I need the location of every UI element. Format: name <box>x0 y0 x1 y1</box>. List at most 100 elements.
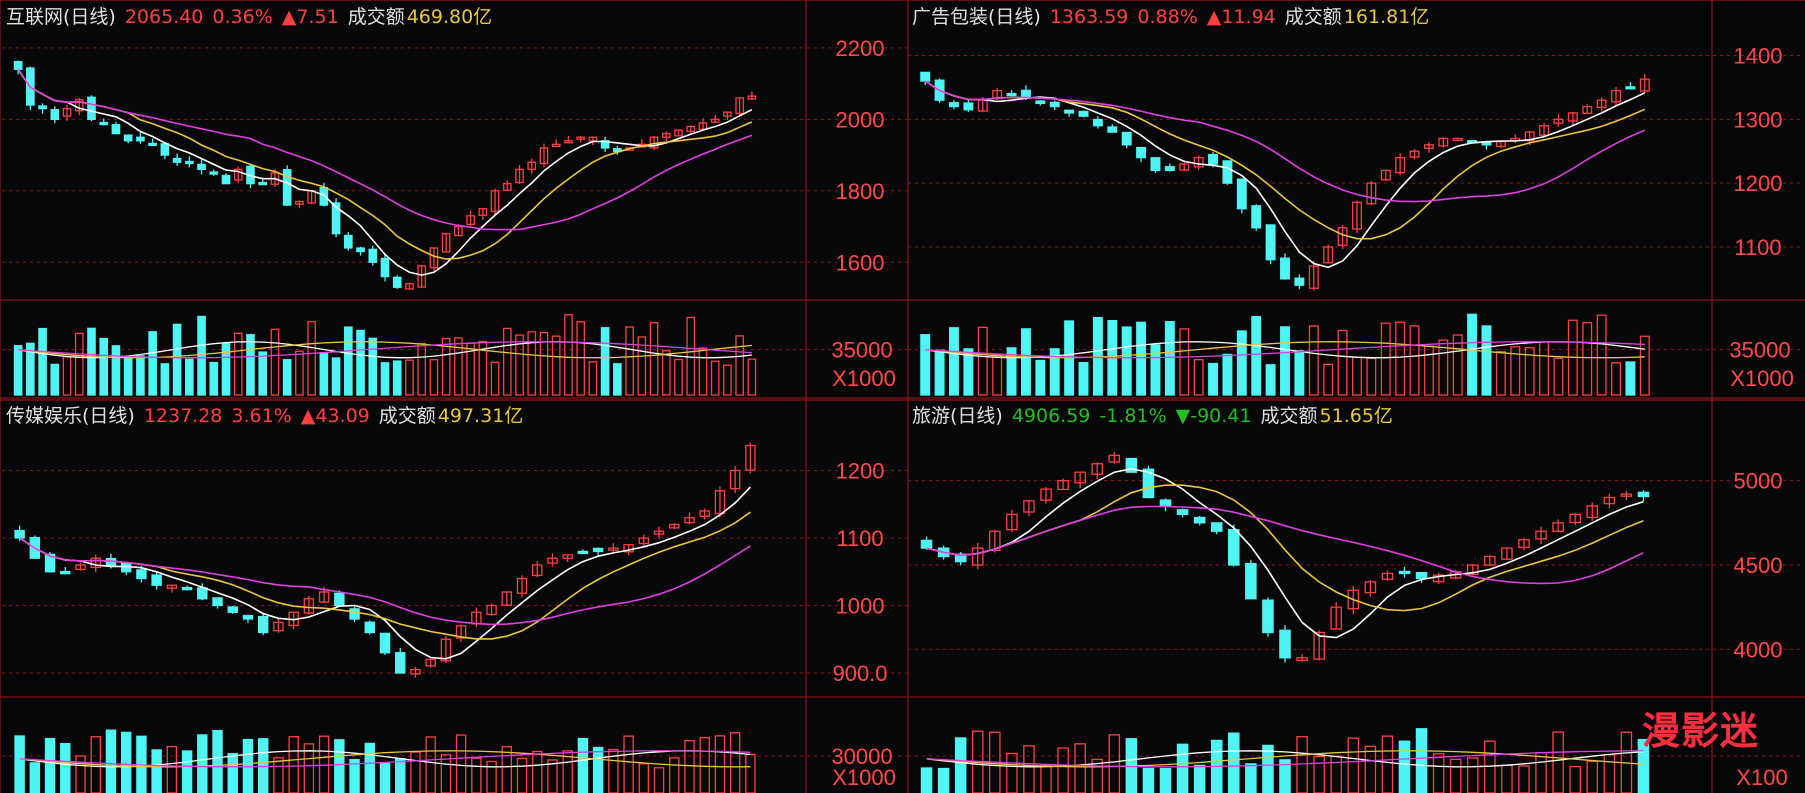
candle <box>1484 555 1496 566</box>
panel4-header: 旅游(日线) 4906.59 -1.81% ▼-90.41 成交额 51.65亿 <box>912 405 1402 427</box>
candle <box>1296 657 1308 662</box>
volume-bar <box>547 759 558 793</box>
panel1-amt-label: 成交额 <box>347 6 405 28</box>
ma10-line <box>924 80 1646 240</box>
volume-bar <box>1452 334 1463 396</box>
volume-bar <box>303 743 315 793</box>
volume-bar <box>50 363 60 396</box>
y-tick-label: 2200 <box>836 36 885 61</box>
candle <box>1539 125 1550 136</box>
ma5-line-volume <box>17 341 752 359</box>
candle <box>38 105 47 110</box>
panel2-title: 广告包装(日线) <box>912 6 1041 28</box>
volume-unit-label: X100 <box>1736 765 1787 790</box>
volume-bar <box>710 360 720 396</box>
candle <box>227 606 238 613</box>
volume-bar <box>637 336 647 396</box>
candle <box>185 160 194 165</box>
volume-bar <box>1262 744 1274 793</box>
candle <box>87 96 96 120</box>
y-tick-label: 1600 <box>836 250 885 275</box>
candle <box>1395 156 1406 174</box>
candle <box>319 187 329 206</box>
candle <box>1142 468 1155 499</box>
candle <box>486 604 497 616</box>
ma10-line-volume <box>926 750 1644 768</box>
candle <box>1236 178 1247 210</box>
candle <box>181 586 193 591</box>
volume-bar <box>963 348 974 396</box>
candle <box>221 174 231 185</box>
volume-bar <box>425 736 436 793</box>
volume-bar <box>331 357 341 396</box>
candle <box>532 564 543 577</box>
volume-bar <box>1569 765 1581 793</box>
candle <box>723 111 732 117</box>
candle <box>1040 488 1052 501</box>
candle <box>99 121 109 126</box>
candle <box>1625 86 1636 90</box>
ma5-line <box>924 80 1646 269</box>
candle <box>539 147 549 165</box>
candle <box>729 469 741 490</box>
ma20-line <box>926 505 1644 585</box>
candle <box>1228 529 1240 566</box>
panel3-price: 1237.28 <box>143 405 223 427</box>
candle <box>686 125 696 133</box>
volume-bar <box>1313 755 1325 793</box>
volume-bar <box>288 736 299 793</box>
volume-bar <box>246 334 255 396</box>
candle <box>747 95 757 100</box>
panel4-amt-label: 成交额 <box>1260 405 1318 427</box>
volume-bar <box>1586 760 1599 793</box>
volume-bar <box>1245 763 1257 793</box>
candle <box>1208 154 1219 165</box>
volume-bar <box>698 347 708 396</box>
volume-bar <box>343 326 353 396</box>
candle <box>13 61 23 70</box>
candle <box>1262 599 1274 634</box>
volume-bar <box>1035 359 1046 396</box>
candle <box>576 136 585 140</box>
panel2-amt-label: 成交额 <box>1284 6 1342 28</box>
volume-bar <box>1236 330 1247 396</box>
volume-bar <box>392 360 402 396</box>
candle <box>1193 156 1204 168</box>
volume-bar <box>1074 743 1086 793</box>
candle <box>1380 169 1391 181</box>
ma20-line <box>19 537 751 626</box>
candle <box>661 132 671 138</box>
volume-bar <box>1518 765 1530 793</box>
candle <box>197 163 206 171</box>
volume-bar <box>364 742 375 793</box>
volume-bar <box>669 757 680 793</box>
panel2-chg: ▲11.94 <box>1206 6 1276 28</box>
volume-tick-label: 35000 <box>831 338 892 363</box>
candle <box>1423 144 1434 149</box>
candle <box>1313 631 1325 660</box>
y-tick-label: 900.0 <box>832 661 887 686</box>
volume-bar <box>29 762 41 793</box>
candle <box>364 621 375 634</box>
candle <box>160 143 170 156</box>
candle <box>920 539 933 549</box>
candle <box>410 668 421 675</box>
volume-bar <box>270 328 280 396</box>
candle <box>90 557 101 569</box>
volume-bar <box>1347 737 1360 793</box>
y-tick-label: 1300 <box>1734 107 1783 132</box>
y-tick-label: 1800 <box>836 179 885 204</box>
candle <box>392 276 402 288</box>
candle <box>653 530 665 535</box>
volume-bar <box>454 337 463 396</box>
volume-bar <box>502 327 512 396</box>
candle <box>60 571 71 575</box>
volume-bar <box>172 323 182 396</box>
candle <box>669 523 680 529</box>
volume-bar <box>592 746 604 793</box>
candle <box>1432 574 1445 583</box>
volume-bar <box>1603 754 1616 793</box>
candle <box>502 183 512 191</box>
candle <box>920 71 931 82</box>
candle <box>1366 182 1377 205</box>
